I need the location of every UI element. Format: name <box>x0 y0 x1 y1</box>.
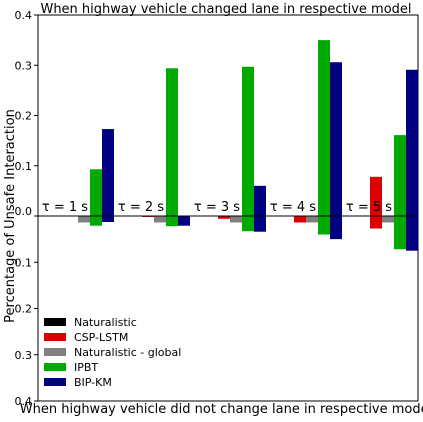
bar-0-3-4 <box>394 135 406 216</box>
bar-1-2-2 <box>230 216 242 223</box>
bar-1-1-4 <box>370 216 382 229</box>
legend-label-0: Naturalistic <box>74 316 137 329</box>
bar-0-3-1 <box>166 68 178 217</box>
bar-1-2-0 <box>78 216 90 223</box>
y-tick-label-1-3: 0.3 <box>15 349 33 362</box>
y-tick-label-1-4: 0.4 <box>15 395 33 408</box>
category-label-3: τ = 4 s <box>270 200 316 215</box>
bar-1-1-2 <box>218 216 230 219</box>
bar-0-4-4 <box>406 69 418 217</box>
legend-label-1: CSP-LSTM <box>74 331 128 344</box>
bottom-panel-title: When highway vehicle did not change lane… <box>20 402 423 417</box>
bar-1-3-3 <box>318 216 330 235</box>
bar-1-4-2 <box>254 216 266 232</box>
bar-1-3-0 <box>90 216 102 226</box>
legend-swatch-2 <box>44 348 66 356</box>
bar-1-4-4 <box>406 216 418 251</box>
bar-0-3-3 <box>318 40 330 216</box>
y-tick-label-1-2: 0.2 <box>15 303 33 316</box>
y-tick-label-0-2: 0.2 <box>15 110 33 123</box>
category-label-4: τ = 5 s <box>346 200 392 215</box>
bar-1-3-4 <box>394 216 406 250</box>
bar-0-4-3 <box>330 62 342 216</box>
bar-1-4-1 <box>178 216 190 226</box>
bar-1-2-4 <box>382 216 394 223</box>
bar-1-4-3 <box>330 216 342 240</box>
bar-1-3-2 <box>242 216 254 232</box>
top-panel-title: When highway vehicle changed lane in res… <box>40 2 411 17</box>
legend-label-2: Naturalistic - global <box>74 346 181 359</box>
bar-1-3-1 <box>166 216 178 227</box>
bar-1-1-3 <box>294 216 306 223</box>
legend-swatch-4 <box>44 378 66 386</box>
y-tick-label-0-4: 0.4 <box>15 9 33 22</box>
bar-0-3-2 <box>242 66 254 216</box>
legend-swatch-3 <box>44 363 66 371</box>
bar-0-3-0 <box>90 169 102 216</box>
y-tick-label-0-0: 0.0 <box>15 205 33 218</box>
bar-1-2-3 <box>306 216 318 223</box>
legend-swatch-0 <box>44 318 66 326</box>
category-label-2: τ = 3 s <box>194 200 240 215</box>
y-tick-label-0-1: 0.1 <box>15 160 33 173</box>
bar-0-4-2 <box>254 185 266 216</box>
legend-label-4: BIP-KM <box>74 376 112 389</box>
bar-1-2-1 <box>154 216 166 223</box>
bar-1-4-0 <box>102 216 114 223</box>
bar-0-4-0 <box>102 129 114 216</box>
legend-label-3: IPBT <box>74 361 98 374</box>
category-label-1: τ = 2 s <box>118 200 164 215</box>
legend-swatch-1 <box>44 333 66 341</box>
bar-0-1-4 <box>370 176 382 216</box>
category-label-0: τ = 1 s <box>42 200 88 215</box>
y-tick-label-1-1: 0.1 <box>15 256 33 269</box>
y-axis-label: Percentage of Unsafe Interaction <box>3 109 18 323</box>
y-tick-label-0-3: 0.3 <box>15 59 33 72</box>
